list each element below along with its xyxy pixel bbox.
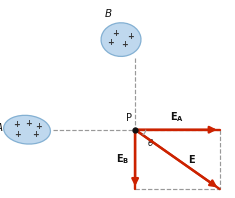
Text: $\mathbf{E_B}$: $\mathbf{E_B}$ (116, 152, 129, 166)
Text: +: + (127, 31, 134, 41)
Text: +: + (32, 129, 39, 139)
Text: P: P (126, 113, 132, 123)
Text: +: + (35, 122, 42, 131)
Text: +: + (107, 38, 114, 47)
Text: $\mathbf{E_A}$: $\mathbf{E_A}$ (170, 110, 184, 124)
Text: +: + (13, 120, 20, 129)
Text: +: + (121, 40, 128, 49)
Text: B: B (105, 9, 112, 19)
Text: +: + (112, 29, 118, 38)
Text: $\theta$: $\theta$ (147, 137, 155, 148)
Text: A: A (0, 123, 2, 133)
Text: +: + (14, 129, 20, 139)
Ellipse shape (101, 23, 141, 56)
Text: +: + (25, 119, 31, 128)
Text: $\mathbf{E}$: $\mathbf{E}$ (188, 153, 196, 165)
Ellipse shape (4, 115, 51, 144)
